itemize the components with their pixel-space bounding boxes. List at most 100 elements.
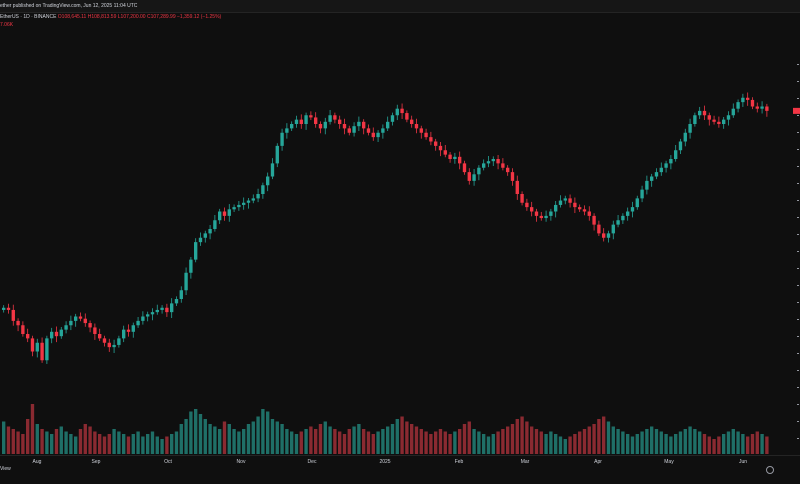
candle-body [707, 115, 711, 120]
price-axis-tick [797, 132, 799, 133]
volume-bar [131, 434, 135, 454]
candle-body [270, 163, 275, 177]
volume-bar [462, 424, 467, 454]
volume-bar [438, 429, 443, 454]
candle-body [6, 307, 11, 310]
price-axis-tick [797, 183, 799, 184]
symbol-label: EtherUS · 1D · BINANCE [0, 14, 57, 20]
candle-body [496, 159, 500, 164]
candle-body [539, 215, 543, 219]
volume-bar [198, 414, 203, 454]
candle-body [179, 290, 183, 299]
x-tick-label: Feb [455, 459, 464, 465]
volume-bar [650, 426, 654, 454]
volume-bar [746, 436, 750, 454]
time-axis[interactable]: Aug Sep Oct Nov Dec 2025 Feb Mar Apr May Jun [0, 455, 800, 479]
volume-bar [242, 429, 246, 454]
candle-body [654, 172, 659, 177]
candle-body [597, 224, 601, 234]
candle-body [256, 194, 260, 199]
volume-bar [578, 431, 582, 454]
tradingview-logo-text: View [0, 466, 11, 472]
volume-bar [146, 434, 150, 454]
volume-bar [501, 429, 505, 454]
candle-body [520, 194, 524, 203]
volume-bar [266, 411, 270, 454]
price-axis-tick [797, 370, 799, 371]
price-axis-tick [797, 336, 799, 337]
volume-bar [218, 429, 222, 454]
volume-bar [510, 424, 515, 454]
candle-body [318, 124, 323, 129]
candle-body [477, 167, 481, 175]
candle-body [438, 145, 443, 151]
volume-bar [659, 431, 663, 454]
candle-body [650, 176, 654, 181]
volume-bar [141, 436, 145, 454]
candle-body [40, 342, 44, 361]
candle-body [16, 320, 20, 326]
volume-bar [688, 426, 692, 454]
candle-body [568, 198, 572, 203]
volume-bar [669, 436, 673, 454]
candle-body [35, 342, 39, 352]
candle-body [717, 121, 721, 124]
candle-body [155, 309, 159, 313]
candle-body [640, 189, 644, 199]
candle-body [491, 159, 495, 162]
volume-bar [472, 429, 476, 454]
volume-bar [107, 434, 111, 454]
volume-bar [280, 424, 284, 454]
price-axis-tick [797, 251, 799, 252]
volume-bar [54, 429, 59, 454]
volume-bar [194, 409, 198, 454]
volume-bar [11, 429, 15, 454]
candle-body [645, 180, 649, 190]
volume-bar [376, 431, 380, 454]
volume-bar [597, 419, 601, 454]
candle-body [386, 121, 390, 129]
candle-body [126, 329, 131, 332]
volume-bar [424, 431, 428, 454]
volume-bar [602, 416, 606, 454]
volume-bar [395, 419, 399, 454]
candle-body [434, 141, 438, 146]
volume-bar [40, 429, 44, 454]
candle-body [338, 119, 342, 125]
candle-body [621, 215, 625, 221]
volume-bar [366, 431, 371, 454]
candle-body [371, 132, 375, 138]
volume-bar [21, 434, 25, 454]
candle-body [688, 124, 692, 133]
volume-bar [30, 404, 35, 454]
candle-body [136, 320, 140, 326]
close-value: C107,289.99 [146, 14, 176, 20]
volume-bar [270, 419, 275, 454]
price-axis-tick [797, 81, 799, 82]
volume-bar [592, 424, 596, 454]
candle-body [635, 198, 639, 208]
candle-body [501, 163, 505, 168]
candle-body [362, 121, 366, 129]
candle-body [750, 99, 755, 107]
price-axis-tick [797, 285, 799, 286]
candle-body [117, 338, 121, 345]
price-axis-tick [797, 421, 799, 422]
volume-bar [208, 424, 212, 454]
volume-bar [213, 426, 217, 454]
volume-bar [434, 431, 438, 454]
volume-bar [64, 431, 68, 454]
volume-bar [179, 424, 183, 454]
candle-body [170, 303, 174, 313]
x-tick-label: Nov [237, 459, 246, 465]
candle-body [390, 115, 395, 122]
candle-body [69, 320, 73, 326]
candle-body [606, 233, 611, 238]
price-chart[interactable] [0, 24, 800, 455]
price-axis-tick [797, 353, 799, 354]
candle-body [429, 137, 433, 142]
price-axis-tick [797, 387, 799, 388]
candle-body [21, 325, 25, 334]
volume-bar [626, 434, 630, 454]
settings-gear-icon[interactable] [766, 466, 774, 474]
